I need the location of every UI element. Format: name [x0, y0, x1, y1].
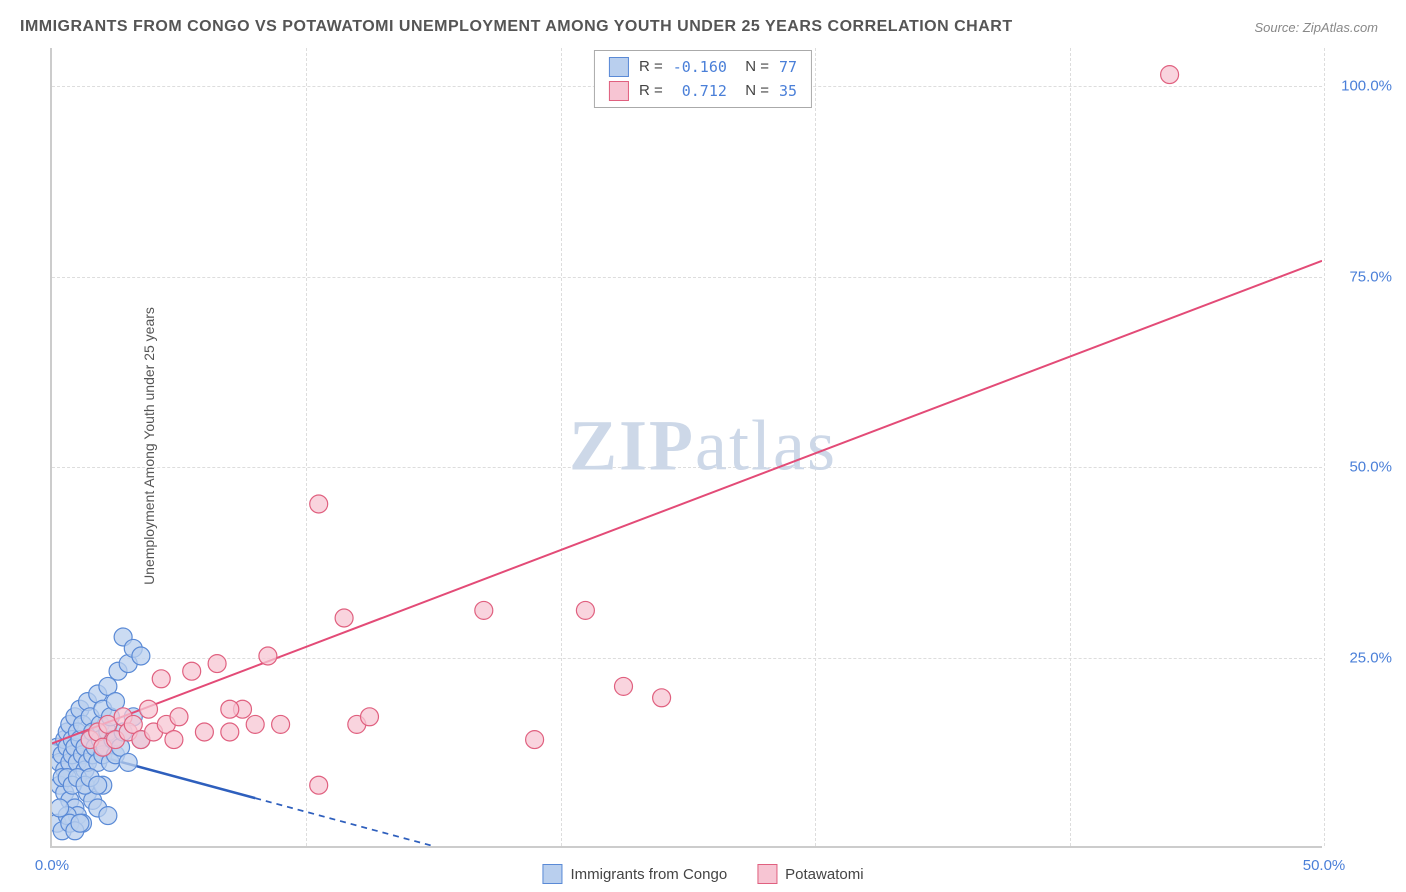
legend-n-value-b: 35	[779, 79, 797, 103]
data-point	[221, 700, 239, 718]
data-point	[246, 715, 264, 733]
data-point	[132, 647, 150, 665]
data-point	[259, 647, 277, 665]
data-point	[52, 799, 69, 817]
legend-r-label: R =	[639, 55, 663, 79]
data-point	[71, 814, 89, 832]
data-point	[310, 776, 328, 794]
data-point	[183, 662, 201, 680]
square-icon	[542, 864, 562, 884]
legend-item-a: Immigrants from Congo	[542, 864, 727, 884]
data-point	[170, 708, 188, 726]
data-point	[310, 495, 328, 513]
data-point	[615, 677, 633, 695]
data-point	[99, 807, 117, 825]
square-icon	[757, 864, 777, 884]
chart-title: IMMIGRANTS FROM CONGO VS POTAWATOMI UNEM…	[20, 18, 1013, 36]
x-tick-label: 50.0%	[1303, 857, 1346, 874]
source-attribution: Source: ZipAtlas.com	[1254, 20, 1378, 35]
scatter-plot-svg	[52, 48, 1322, 846]
gridline-vertical	[1324, 48, 1325, 846]
legend-n-value-a: 77	[779, 55, 797, 79]
series-legend: Immigrants from Congo Potawatomi	[542, 864, 863, 884]
data-point	[272, 715, 290, 733]
data-point	[89, 776, 107, 794]
square-icon	[609, 57, 629, 77]
data-point	[165, 731, 183, 749]
y-tick-label: 50.0%	[1349, 459, 1392, 476]
legend-n-label: N =	[737, 79, 769, 103]
y-tick-label: 75.0%	[1349, 268, 1392, 285]
trend-line-dashed	[255, 798, 433, 846]
data-point	[152, 670, 170, 688]
legend-n-label: N =	[737, 55, 769, 79]
legend-row-series-a: R = -0.160 N = 77	[609, 55, 797, 79]
data-point	[475, 601, 493, 619]
trend-line	[52, 261, 1322, 744]
data-point	[1161, 66, 1179, 84]
data-point	[653, 689, 671, 707]
data-point	[221, 723, 239, 741]
square-icon	[609, 81, 629, 101]
y-tick-label: 100.0%	[1341, 78, 1392, 95]
data-point	[576, 601, 594, 619]
data-point	[208, 655, 226, 673]
data-point	[119, 753, 137, 771]
legend-row-series-b: R = 0.712 N = 35	[609, 79, 797, 103]
legend-label-b: Potawatomi	[785, 866, 863, 883]
data-point	[140, 700, 158, 718]
correlation-legend: R = -0.160 N = 77 R = 0.712 N = 35	[594, 50, 812, 108]
legend-r-value-b: 0.712	[673, 79, 727, 103]
legend-r-value-a: -0.160	[673, 55, 727, 79]
data-point	[361, 708, 379, 726]
legend-label-a: Immigrants from Congo	[570, 866, 727, 883]
data-point	[195, 723, 213, 741]
data-point	[335, 609, 353, 627]
data-point	[526, 731, 544, 749]
y-tick-label: 25.0%	[1349, 649, 1392, 666]
x-tick-label: 0.0%	[35, 857, 69, 874]
legend-item-b: Potawatomi	[757, 864, 863, 884]
plot-area: 25.0%50.0%75.0%100.0%0.0%50.0%	[50, 48, 1322, 848]
legend-r-label: R =	[639, 79, 663, 103]
